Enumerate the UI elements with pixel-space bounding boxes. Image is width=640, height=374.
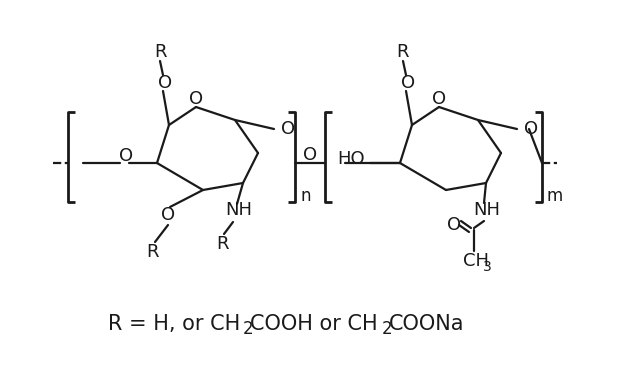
Text: O: O bbox=[524, 120, 538, 138]
Text: n: n bbox=[300, 187, 310, 205]
Text: HO: HO bbox=[337, 150, 365, 168]
Text: CH: CH bbox=[463, 252, 489, 270]
Text: O: O bbox=[158, 74, 172, 92]
Text: NH: NH bbox=[225, 201, 253, 219]
Text: O: O bbox=[189, 90, 203, 108]
Text: COOH or CH: COOH or CH bbox=[250, 314, 378, 334]
Text: R: R bbox=[154, 43, 166, 61]
Text: R: R bbox=[397, 43, 409, 61]
Text: O: O bbox=[401, 74, 415, 92]
Text: O: O bbox=[281, 120, 295, 138]
Text: m: m bbox=[547, 187, 563, 205]
Text: R = H, or CH: R = H, or CH bbox=[108, 314, 240, 334]
Text: NH: NH bbox=[474, 201, 500, 219]
Text: O: O bbox=[447, 216, 461, 234]
Text: R: R bbox=[146, 243, 158, 261]
Text: O: O bbox=[119, 147, 133, 165]
Text: 3: 3 bbox=[483, 260, 492, 274]
Text: O: O bbox=[161, 206, 175, 224]
Text: 2: 2 bbox=[243, 320, 253, 338]
Text: O: O bbox=[432, 90, 446, 108]
Text: COONa: COONa bbox=[389, 314, 465, 334]
Text: R: R bbox=[216, 235, 228, 253]
Text: O: O bbox=[303, 146, 317, 164]
Text: 2: 2 bbox=[382, 320, 392, 338]
